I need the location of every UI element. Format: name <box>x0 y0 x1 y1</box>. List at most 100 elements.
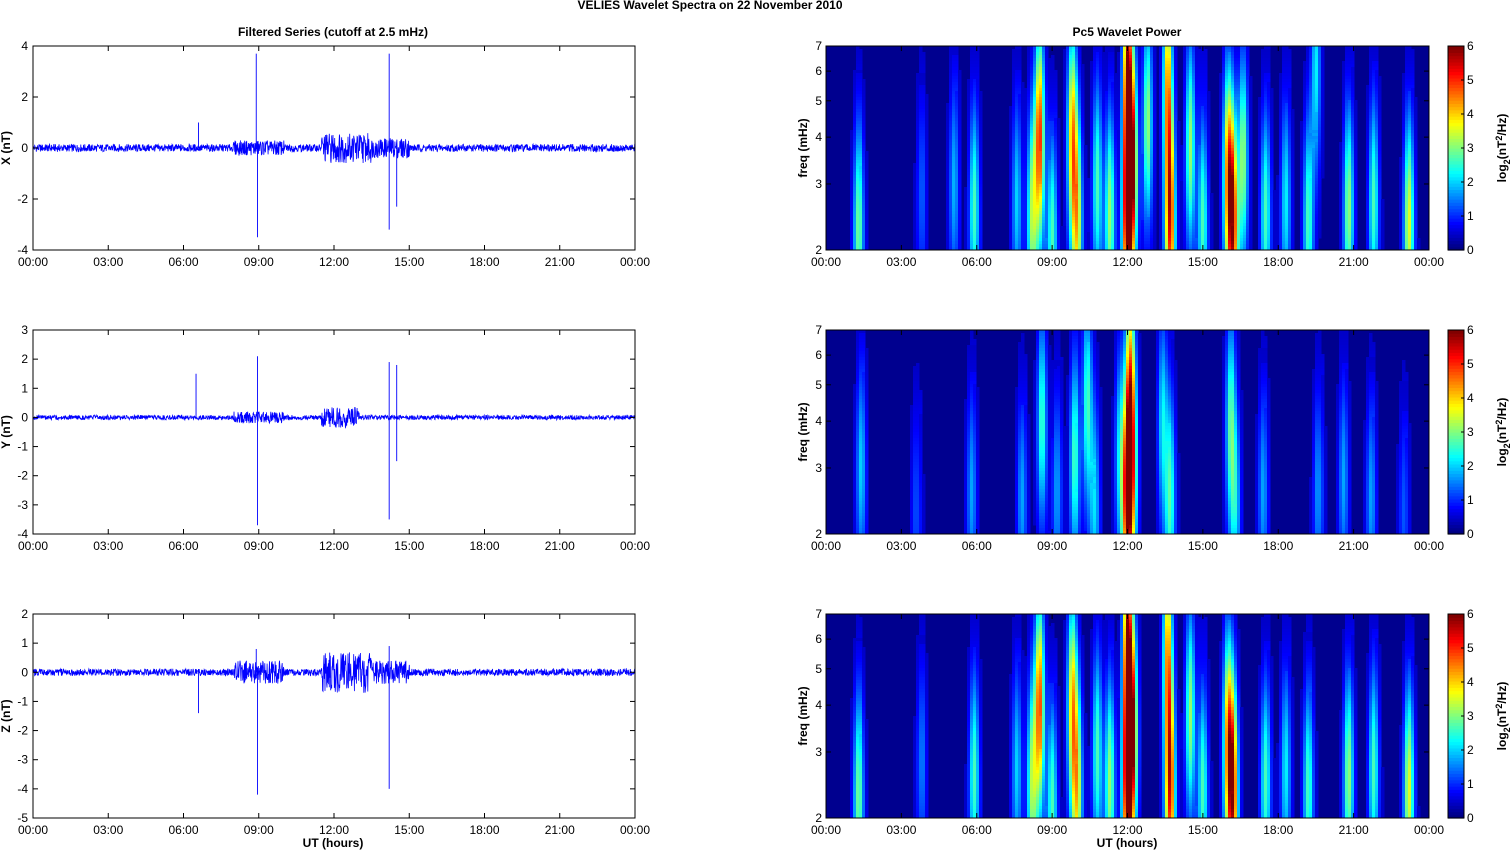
heatmap-cell <box>1063 124 1067 128</box>
heatmap-cell <box>1009 160 1013 164</box>
heatmap-cell <box>1282 97 1289 101</box>
heatmap-cell <box>1186 112 1190 116</box>
heatmap-cell <box>1183 61 1187 65</box>
heatmap-cell <box>1321 55 1325 59</box>
heatmap-cell <box>1201 127 1205 131</box>
heatmap-cell <box>952 58 959 62</box>
heatmap-cell <box>1102 109 1106 113</box>
heatmap-cell <box>1192 154 1196 158</box>
heatmap-cell <box>1246 76 1250 80</box>
heatmap-cell <box>1411 148 1415 152</box>
heatmap-cell <box>1105 169 1109 173</box>
heatmap-cell <box>1225 58 1229 62</box>
heatmap-cell <box>1369 154 1373 158</box>
heatmap-cell <box>1036 70 1040 74</box>
heatmap-cell <box>1183 127 1187 131</box>
heatmap-cell <box>1117 67 1121 71</box>
y-tick-label: 1 <box>21 636 28 650</box>
heatmap-cell <box>1159 145 1163 149</box>
heatmap-cell <box>967 85 971 89</box>
heatmap-cell <box>1192 112 1196 116</box>
heatmap-cell <box>1228 103 1232 107</box>
heatmap-cell <box>1078 151 1082 155</box>
heatmap-cell <box>955 94 959 98</box>
heatmap-cell <box>958 181 962 185</box>
heatmap-cell <box>1078 67 1082 71</box>
heatmap-cell <box>1348 121 1352 125</box>
heatmap-cell <box>1192 178 1196 182</box>
heatmap-cell <box>970 94 974 98</box>
heatmap-cell <box>967 106 971 110</box>
heatmap-cell <box>1225 184 1229 188</box>
heatmap-cell <box>856 160 863 164</box>
heatmap-cell <box>976 91 980 95</box>
heatmap-cell <box>1318 103 1322 107</box>
heatmap-cell <box>1069 94 1073 98</box>
heatmap-cell <box>1159 52 1163 56</box>
heatmap-cell <box>1282 139 1286 143</box>
heatmap-cell <box>1039 97 1043 101</box>
heatmap-cell <box>1378 142 1382 146</box>
heatmap-cell <box>1066 154 1070 158</box>
heatmap-cell <box>1147 61 1151 65</box>
heatmap-cell <box>1195 64 1208 68</box>
heatmap-cell <box>1192 133 1196 137</box>
heatmap-cell <box>1069 97 1073 101</box>
heatmap-cell <box>1225 157 1229 161</box>
heatmap-cell <box>1135 85 1139 89</box>
heatmap-cell <box>1075 67 1079 71</box>
heatmap-cell <box>979 127 983 131</box>
heatmap-cell <box>1021 82 1025 86</box>
heatmap-cell <box>1081 82 1085 86</box>
heatmap-cell <box>1282 127 1286 131</box>
heatmap-cell <box>1249 97 1253 101</box>
heatmap-cell <box>1402 136 1406 140</box>
heatmap-cell <box>1129 61 1133 65</box>
y-tick-label: 2 <box>21 352 28 366</box>
heatmap-cell <box>1408 154 1412 158</box>
heatmap-cell <box>1342 94 1346 98</box>
heatmap-cell <box>946 115 950 119</box>
heatmap-cell <box>1258 154 1262 158</box>
heatmap-cell <box>1282 151 1286 155</box>
heatmap-cell <box>1075 97 1079 101</box>
heatmap-cell <box>1120 178 1124 182</box>
heatmap-cell <box>1306 154 1313 158</box>
heatmap-cell <box>955 121 959 125</box>
heatmap-cell <box>1162 79 1166 83</box>
heatmap-cell <box>1411 172 1415 176</box>
heatmap-cell <box>1282 106 1286 110</box>
heatmap-cell <box>1228 73 1232 77</box>
heatmap-cell <box>1174 133 1178 137</box>
heatmap-cell <box>1153 79 1157 83</box>
heatmap-cell <box>1153 181 1157 185</box>
heatmap-cell <box>979 166 983 170</box>
heatmap-cell <box>1372 133 1376 137</box>
heatmap-cell <box>1045 58 1049 62</box>
heatmap-cell <box>1303 127 1307 131</box>
heatmap-cell <box>1033 55 1037 59</box>
heatmap-cell <box>856 52 863 56</box>
heatmap-cell <box>1171 91 1175 95</box>
heatmap-cell <box>1135 160 1139 164</box>
heatmap-cell <box>1177 181 1181 185</box>
series-line <box>32 407 636 429</box>
heatmap-cell <box>1264 112 1268 116</box>
heatmap-cell <box>1099 121 1103 125</box>
heatmap-cell <box>1135 145 1139 149</box>
heatmap-cell <box>1027 94 1031 98</box>
heatmap-cell <box>1249 121 1253 125</box>
heatmap-cell <box>1096 142 1100 146</box>
heatmap-cell <box>1405 157 1409 161</box>
heatmap-cell <box>1315 148 1319 152</box>
heatmap-cell <box>1369 136 1373 140</box>
heatmap-cell <box>1306 169 1313 173</box>
heatmap-cell <box>1027 76 1031 80</box>
heatmap-cell <box>1012 157 1016 161</box>
heatmap-cell <box>859 178 863 182</box>
heatmap-cell <box>1372 91 1376 95</box>
heatmap-cell <box>1072 76 1076 80</box>
heatmap-cell <box>976 115 980 119</box>
heatmap-cell <box>1345 49 1355 53</box>
heatmap-cell <box>1246 85 1250 89</box>
